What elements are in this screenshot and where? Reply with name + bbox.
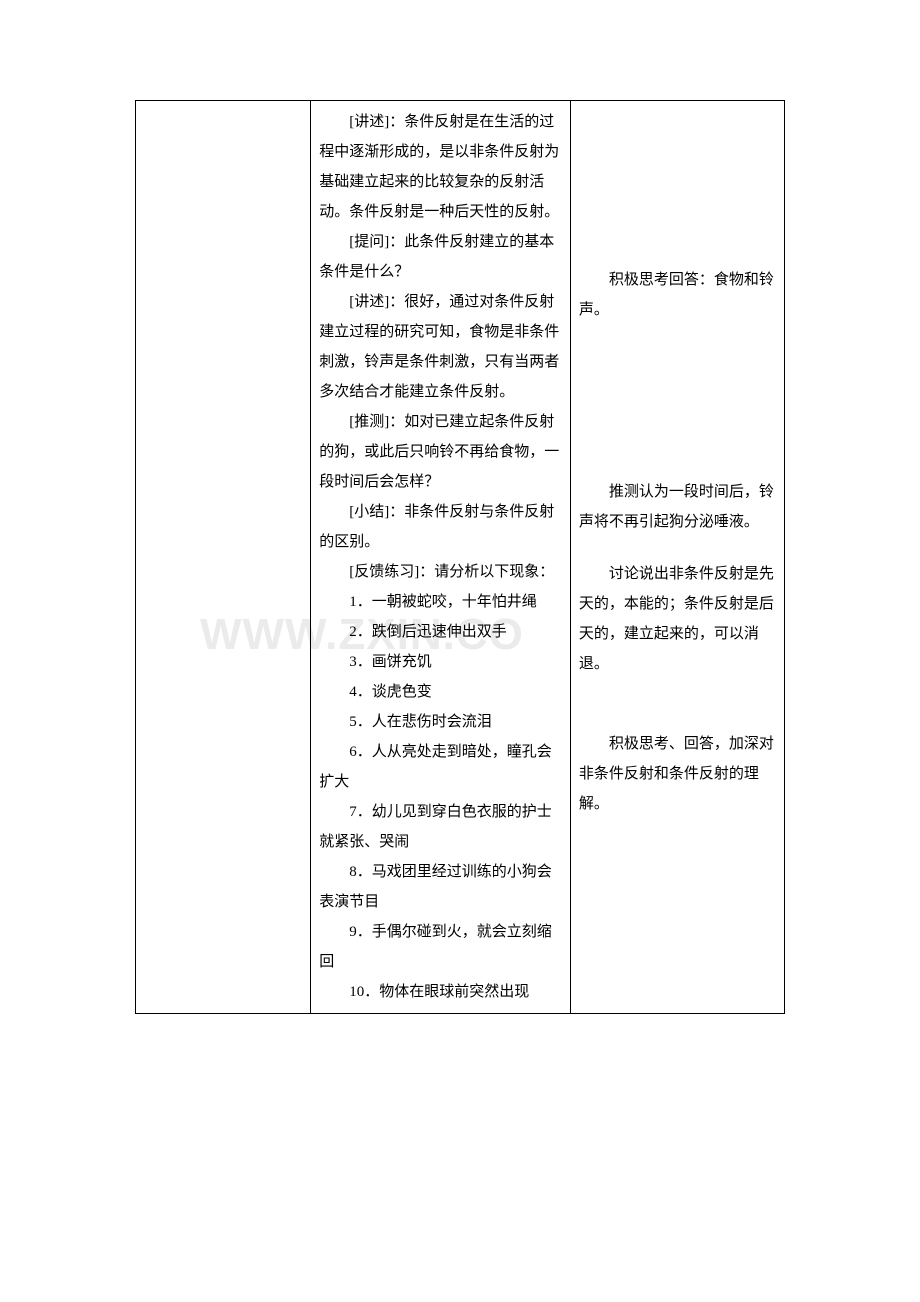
page-content: [讲述]：条件反射是在生活的过程中逐渐形成的，是以非条件反射为基础建立起来的比较… <box>135 100 785 1014</box>
cell-middle: [讲述]：条件反射是在生活的过程中逐渐形成的，是以非条件反射为基础建立起来的比较… <box>311 101 571 1014</box>
exercise-item: 8．马戏团里经过训练的小狗会表演节目 <box>319 857 562 917</box>
narration-para: [讲述]：条件反射是在生活的过程中逐渐形成的，是以非条件反射为基础建立起来的比较… <box>319 107 562 227</box>
response-text: 推测认为一段时间后，铃声将不再引起狗分泌唾液。 <box>579 477 776 537</box>
cell-left <box>136 101 311 1014</box>
response-text: 积极思考回答：食物和铃声。 <box>579 265 776 325</box>
table-row: [讲述]：条件反射是在生活的过程中逐渐形成的，是以非条件反射为基础建立起来的比较… <box>136 101 785 1014</box>
response-block: 推测认为一段时间后，铃声将不再引起狗分泌唾液。 <box>579 477 776 537</box>
narration-para: [讲述]：很好，通过对条件反射建立过程的研究可知，食物是非条件刺激，铃声是条件刺… <box>319 287 562 407</box>
exercise-item: 6．人从亮处走到暗处，瞳孔会扩大 <box>319 737 562 797</box>
question-para: [提问]：此条件反射建立的基本条件是什么？ <box>319 227 562 287</box>
exercise-item: 9．手偶尔碰到火，就会立刻缩回 <box>319 917 562 977</box>
exercise-item: 3．画饼充饥 <box>319 647 562 677</box>
response-text: 积极思考、回答，加深对非条件反射和条件反射的理解。 <box>579 729 776 819</box>
response-block: 积极思考回答：食物和铃声。 <box>579 265 776 325</box>
exercise-intro: [反馈练习]：请分析以下现象： <box>319 557 562 587</box>
summary-para: [小结]：非条件反射与条件反射的区别。 <box>319 497 562 557</box>
exercise-item: 5．人在悲伤时会流泪 <box>319 707 562 737</box>
exercise-item: 10．物体在眼球前突然出现 <box>319 977 562 1007</box>
inference-para: [推测]：如对已建立起条件反射的狗，或此后只响铃不再给食物，一段时间后会怎样？ <box>319 407 562 497</box>
exercise-item: 7．幼儿见到穿白色衣服的护士就紧张、哭闹 <box>319 797 562 857</box>
lesson-table: [讲述]：条件反射是在生活的过程中逐渐形成的，是以非条件反射为基础建立起来的比较… <box>135 100 785 1014</box>
exercise-item: 1．一朝被蛇咬，十年怕井绳 <box>319 587 562 617</box>
exercise-item: 2．跌倒后迅速伸出双手 <box>319 617 562 647</box>
exercise-item: 4．谈虎色变 <box>319 677 562 707</box>
response-block: 积极思考、回答，加深对非条件反射和条件反射的理解。 <box>579 729 776 819</box>
response-block: 讨论说出非条件反射是先天的，本能的；条件反射是后天的，建立起来的，可以消退。 <box>579 559 776 679</box>
cell-right: 积极思考回答：食物和铃声。 推测认为一段时间后，铃声将不再引起狗分泌唾液。 讨论… <box>570 101 784 1014</box>
response-text: 讨论说出非条件反射是先天的，本能的；条件反射是后天的，建立起来的，可以消退。 <box>579 559 776 679</box>
